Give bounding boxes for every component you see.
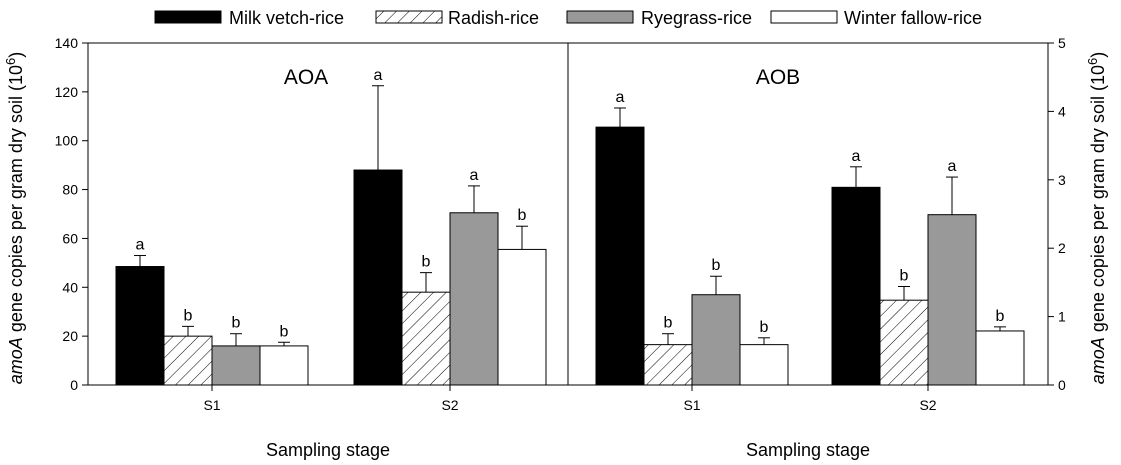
significance-letter: a — [374, 67, 383, 84]
y-axis-title-sup: 6 — [3, 58, 18, 65]
y-axis-title-sup: 6 — [1085, 58, 1100, 65]
y-axis-title-text: gene copies per gram dry soil (10 — [1088, 65, 1108, 337]
legend-swatch-ryegrass-rice — [566, 10, 634, 24]
significance-letter: b — [280, 323, 289, 340]
bar-radish-rice-s1 — [643, 344, 693, 386]
legend-label-milk-vetch-rice: Milk vetch-rice — [229, 8, 344, 28]
bar-winter-fallow-rice-s1 — [739, 344, 789, 386]
x-tick-label: S1 — [683, 397, 700, 413]
bar-milk-vetch-rice-s1 — [115, 266, 165, 386]
significance-letter: b — [232, 315, 241, 332]
legend-swatch-milk-vetch-rice — [154, 10, 222, 24]
legend-swatch-radish-rice — [375, 10, 443, 24]
bar-radish-rice-s2 — [401, 291, 451, 386]
bar-ryegrass-rice-s1 — [691, 294, 741, 386]
significance-letter: b — [518, 207, 527, 224]
significance-letter: a — [616, 89, 625, 106]
y-axis-title-italic: amoA — [1088, 337, 1108, 384]
bar-winter-fallow-rice-s2 — [975, 330, 1025, 386]
significance-letter: b — [900, 268, 909, 285]
y-tick-label: 140 — [55, 35, 79, 51]
y-axis-title-close: ) — [6, 52, 26, 58]
significance-letter: b — [712, 257, 721, 274]
panel-label: AOB — [756, 66, 800, 89]
y-axis-title: amoA gene copies per gram dry soil (106) — [3, 52, 26, 384]
y-tick-label: 5 — [1058, 35, 1066, 51]
y-tick-label: 20 — [62, 328, 78, 344]
significance-letter: b — [184, 307, 193, 324]
y-axis-title-text: gene copies per gram dry soil (10 — [6, 65, 26, 337]
x-tick-label: S2 — [919, 397, 936, 413]
y-tick-label: 60 — [62, 230, 78, 246]
legend-label-radish-rice: Radish-rice — [448, 8, 539, 28]
panel-aob: 0 1 2 3 4 5 amoA gene copies per gram dry soil… — [595, 35, 1108, 460]
significance-letter: a — [852, 148, 861, 165]
significance-letter: b — [422, 254, 431, 271]
bar-winter-fallow-rice-s2 — [497, 248, 547, 386]
y-axis-title: amoA gene copies per gram dry soil (106) — [1085, 52, 1108, 384]
legend-label-winter-fallow-rice: Winter fallow-rice — [844, 8, 982, 28]
x-axis-title: Sampling stage — [266, 440, 390, 460]
y-tick-label: 80 — [62, 182, 78, 198]
significance-letter: b — [760, 319, 769, 336]
bar-milk-vetch-rice-s1 — [595, 126, 645, 386]
y-tick-label: 4 — [1058, 103, 1066, 119]
bar-milk-vetch-rice-s2 — [353, 169, 403, 386]
bar-ryegrass-rice-s2 — [927, 214, 977, 386]
y-tick-label: 0 — [1058, 377, 1066, 393]
significance-letter: a — [470, 167, 479, 184]
y-tick-label: 100 — [55, 133, 79, 149]
legend: Milk vetch-rice Radish-rice Ryegrass-rice W… — [154, 8, 982, 28]
bar-radish-rice-s2 — [879, 299, 929, 386]
bar-ryegrass-rice-s2 — [449, 212, 499, 386]
bar-radish-rice-s1 — [163, 335, 213, 386]
y-tick-label: 1 — [1058, 309, 1066, 325]
panel-label: AOA — [284, 66, 328, 89]
bar-milk-vetch-rice-s2 — [831, 186, 881, 386]
y-tick-label: 120 — [55, 84, 79, 100]
x-tick-label: S2 — [441, 397, 458, 413]
legend-label-ryegrass-rice: Ryegrass-rice — [641, 8, 752, 28]
panel-aoa: 0 20 40 60 80 100 120 140 amoA gene copies per g… — [3, 35, 547, 460]
x-axis-title: Sampling stage — [746, 440, 870, 460]
y-tick-label: 3 — [1058, 172, 1066, 188]
plot-frame — [87, 42, 1049, 386]
legend-swatch-winter-fallow-rice — [770, 10, 838, 24]
y-axis-title-italic: amoA — [6, 337, 26, 384]
bar-ryegrass-rice-s1 — [211, 345, 261, 386]
x-tick-label: S1 — [203, 397, 220, 413]
y-tick-label: 0 — [70, 377, 78, 393]
y-tick-label: 2 — [1058, 240, 1066, 256]
significance-letter: b — [996, 308, 1005, 325]
significance-letter: a — [136, 237, 145, 254]
significance-letter: b — [664, 315, 673, 332]
y-axis-title-close: ) — [1088, 52, 1108, 58]
y-tick-label: 40 — [62, 279, 78, 295]
significance-letter: a — [948, 158, 957, 175]
bar-winter-fallow-rice-s1 — [259, 345, 309, 386]
